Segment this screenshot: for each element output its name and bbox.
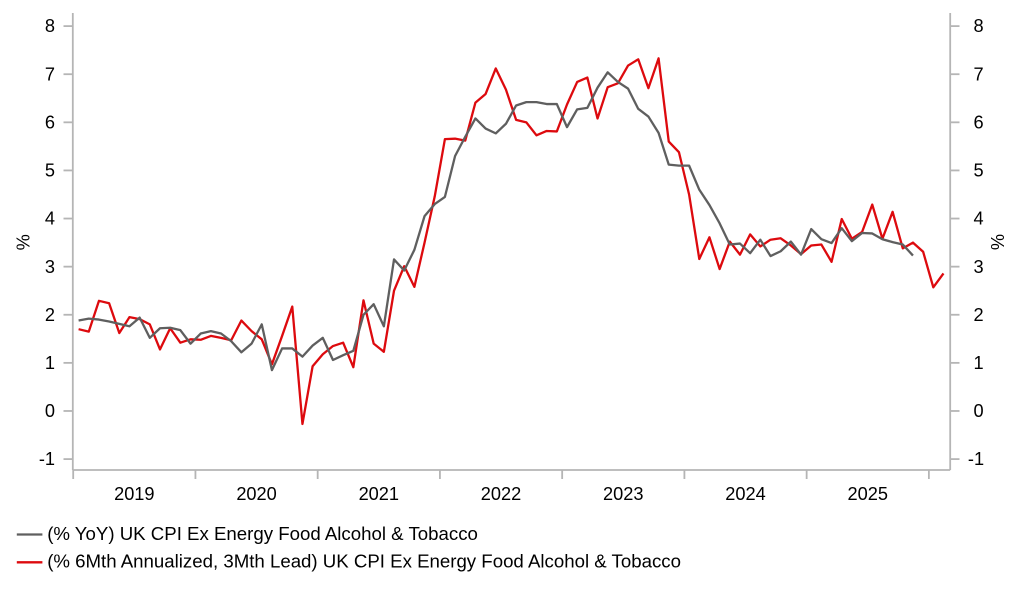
svg-text:(% YoY) UK CPI Ex Energy Food: (% YoY) UK CPI Ex Energy Food Alcohol & … [47, 523, 478, 544]
svg-text:0: 0 [45, 401, 55, 421]
svg-text:1: 1 [974, 353, 984, 373]
svg-text:3: 3 [45, 257, 55, 277]
svg-text:-1: -1 [968, 449, 984, 469]
svg-text:2022: 2022 [481, 484, 521, 504]
svg-text:2019: 2019 [114, 484, 154, 504]
svg-text:7: 7 [974, 64, 984, 84]
svg-text:8: 8 [45, 16, 55, 36]
svg-text:6: 6 [974, 112, 984, 132]
svg-text:2020: 2020 [236, 484, 276, 504]
svg-text:6: 6 [45, 112, 55, 132]
svg-text:4: 4 [974, 209, 984, 229]
svg-text:%: % [988, 234, 1008, 250]
svg-text:2: 2 [45, 305, 55, 325]
svg-text:2023: 2023 [603, 484, 643, 504]
svg-text:7: 7 [45, 64, 55, 84]
svg-text:2021: 2021 [359, 484, 399, 504]
svg-text:-1: -1 [39, 449, 55, 469]
svg-text:5: 5 [974, 161, 984, 181]
svg-text:4: 4 [45, 209, 55, 229]
svg-text:3: 3 [974, 257, 984, 277]
svg-text:2024: 2024 [725, 484, 765, 504]
svg-text:0: 0 [974, 401, 984, 421]
svg-text:%: % [14, 234, 34, 250]
svg-text:5: 5 [45, 161, 55, 181]
svg-text:1: 1 [45, 353, 55, 373]
svg-text:2025: 2025 [848, 484, 888, 504]
svg-text:2: 2 [974, 305, 984, 325]
svg-text:8: 8 [974, 16, 984, 36]
svg-text:(% 6Mth Annualized, 3Mth Lead): (% 6Mth Annualized, 3Mth Lead) UK CPI Ex… [47, 550, 681, 571]
